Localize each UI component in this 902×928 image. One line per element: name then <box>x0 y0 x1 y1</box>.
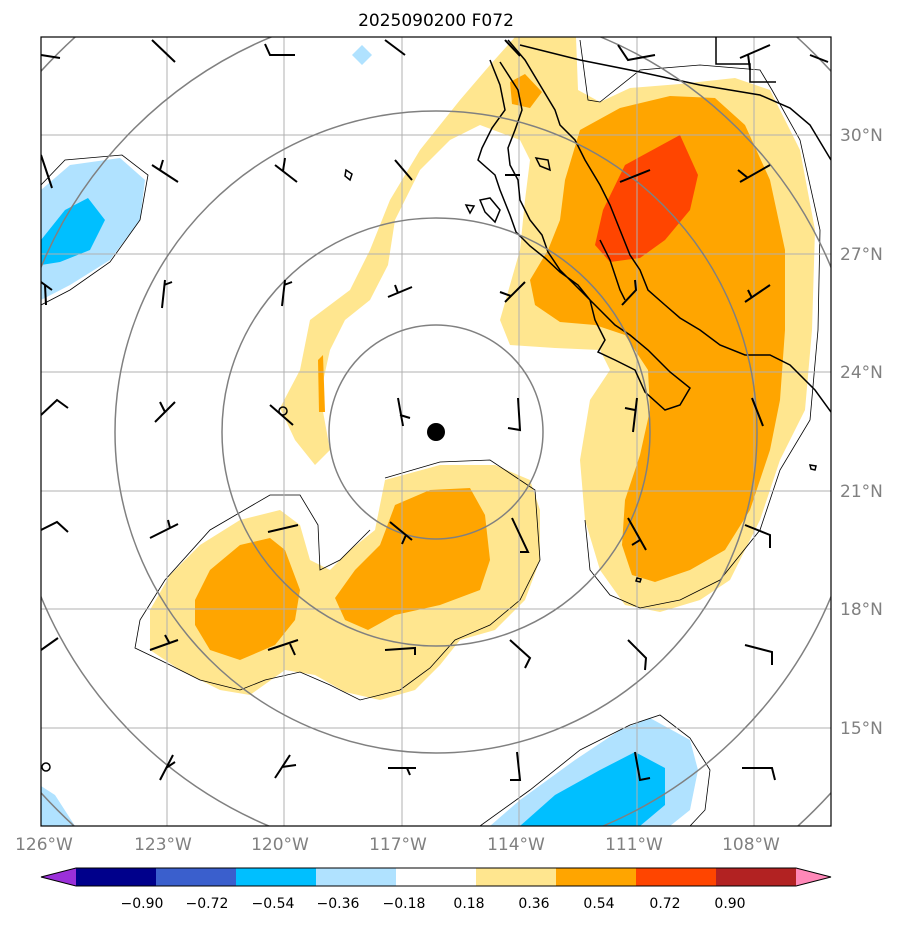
lat-label: 18°N <box>840 600 883 620</box>
colorbar-cell <box>236 868 317 886</box>
negative-anomaly-region <box>41 45 698 826</box>
colorbar-cell <box>156 868 237 886</box>
coastline <box>344 37 831 583</box>
longitude-labels: 126°W 123°W 120°W 117°W 114°W 111°W 108°… <box>15 835 780 855</box>
lon-label: 108°W <box>722 835 780 855</box>
latitude-labels: 30°N 27°N 24°N 21°N 18°N 15°N <box>840 126 883 739</box>
map-frame <box>40 36 832 827</box>
colorbar-tick: −0.90 <box>121 896 164 912</box>
plot-title: 2025090200 F072 <box>358 11 514 31</box>
calm-wind-marker <box>41 762 51 772</box>
colorbar-cell <box>396 868 477 886</box>
storm-center-marker <box>427 423 445 441</box>
lat-label: 21°N <box>840 482 883 502</box>
colorbar-tick: 0.36 <box>518 896 549 912</box>
colorbar-tick-labels: −0.90 −0.72 −0.54 −0.36 −0.18 0.18 0.36 … <box>121 896 746 912</box>
wind-barbs <box>41 39 829 782</box>
colorbar-outline <box>40 867 832 887</box>
positive-anomaly-core <box>195 74 785 660</box>
colorbar-extend-max <box>796 868 831 886</box>
colorbar-cell <box>716 868 797 886</box>
colorbar-cell <box>76 868 157 886</box>
colorbar-extend-min <box>41 868 76 886</box>
lat-label: 24°N <box>840 363 883 383</box>
lat-label: 15°N <box>840 719 883 739</box>
colorbar-tick: 0.54 <box>583 896 614 912</box>
lon-label: 114°W <box>487 835 545 855</box>
colorbar-tick: −0.72 <box>186 896 229 912</box>
colorbar-cell <box>556 868 637 886</box>
colorbar: −0.90 −0.72 −0.54 −0.36 −0.18 0.18 0.36 … <box>40 867 832 912</box>
colorbar-tick: −0.54 <box>252 896 295 912</box>
lat-label: 27°N <box>840 245 883 265</box>
anomaly-contour-lines <box>41 39 821 826</box>
colorbar-tick: −0.18 <box>383 896 426 912</box>
lat-label: 30°N <box>840 126 883 146</box>
colorbar-cell <box>636 868 717 886</box>
colorbar-tick: 0.72 <box>649 896 680 912</box>
colorbar-tick: −0.36 <box>317 896 360 912</box>
colorbar-cell <box>316 868 397 886</box>
lon-label: 111°W <box>605 835 663 855</box>
colorbar-tick: 0.90 <box>714 896 745 912</box>
lon-label: 123°W <box>134 835 192 855</box>
colorbar-cell <box>476 868 557 886</box>
lon-label: 120°W <box>251 835 309 855</box>
colorbar-tick: 0.18 <box>453 896 484 912</box>
lat-lon-grid <box>41 37 831 826</box>
lon-label: 117°W <box>369 835 427 855</box>
lon-label: 126°W <box>15 835 73 855</box>
